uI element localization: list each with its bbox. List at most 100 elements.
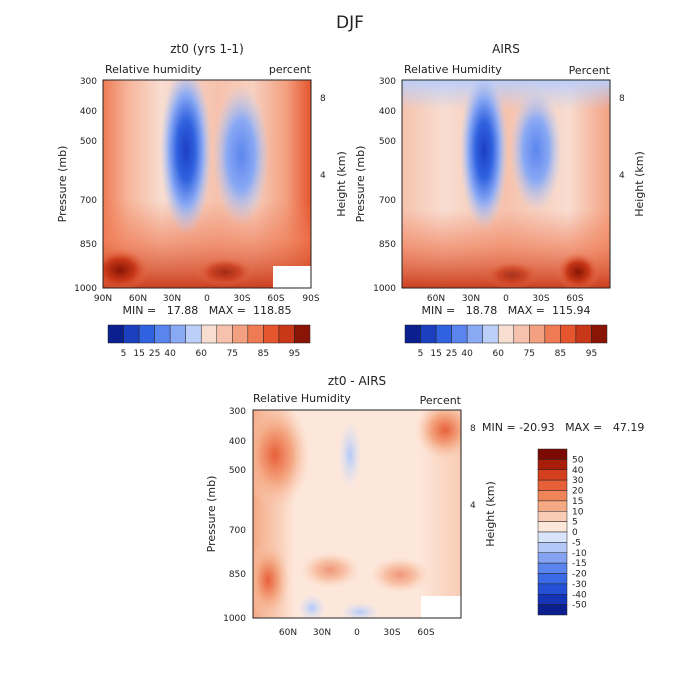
xtick: 60N — [279, 628, 297, 638]
panel-diff-xticks: 60N 30N 0 30S 60S — [279, 628, 435, 638]
colorbar-label: 50 — [572, 455, 584, 465]
ytick: 700 — [80, 196, 97, 206]
ytick: 300 — [379, 77, 396, 87]
panel-airs-frame — [401, 79, 611, 289]
colorbar-swatch — [537, 562, 568, 574]
colorbar-label: -50 — [572, 601, 587, 611]
rtick: 8 — [619, 94, 625, 104]
ytick: 1000 — [223, 614, 246, 624]
panel-model-rticks: 8 4 — [320, 94, 326, 181]
colorbar-label: -5 — [572, 538, 581, 548]
ytick: 850 — [80, 240, 97, 250]
colorbar-swatch — [537, 500, 568, 512]
panel-model-ylabel-right: Height (km) — [335, 151, 348, 217]
xtick: 30N — [313, 628, 331, 638]
colorbar-label: 60 — [196, 349, 208, 359]
colorbar-swatch — [482, 324, 499, 344]
xtick: 30S — [532, 294, 549, 304]
colorbar-label: -40 — [572, 590, 587, 600]
colorbar-label: 30 — [572, 476, 584, 486]
ytick: 700 — [379, 196, 396, 206]
colorbar-label: 20 — [572, 487, 584, 497]
panel-airs: AIRS Relative Humidity Percent Pressure … — [354, 42, 646, 359]
colorbar-label: -30 — [572, 580, 587, 590]
panel-airs-field — [402, 80, 610, 288]
xtick: 90N — [94, 294, 112, 304]
colorbar-swatch — [537, 531, 568, 543]
xtick: 90S — [302, 294, 319, 304]
panel-airs-xticks: 60N 30N 0 30S 60S — [427, 294, 584, 304]
ytick: 500 — [379, 137, 396, 147]
colorbar-swatch — [263, 324, 280, 344]
ytick: 1000 — [74, 284, 97, 294]
panel-diff-subtitle-right: Percent — [420, 394, 462, 407]
colorbar-swatch — [513, 324, 530, 344]
rtick: 4 — [619, 171, 625, 181]
rtick: 4 — [320, 171, 326, 181]
colorbar-swatch — [123, 324, 140, 344]
ytick: 500 — [229, 466, 246, 476]
ytick: 500 — [80, 137, 97, 147]
colorbar-swatch — [591, 324, 608, 344]
panel-diff-ylabel-right: Height (km) — [484, 481, 497, 547]
panel-airs-stats: MIN = 18.78 MAX = 115.94 — [422, 304, 591, 317]
colorbar-label: 75 — [227, 349, 238, 359]
colorbar-swatch — [107, 324, 124, 344]
panel-model-subtitle-right: percent — [269, 63, 312, 76]
panel-airs-title: AIRS — [492, 42, 520, 56]
colorbar-swatch — [537, 583, 568, 595]
ytick: 1000 — [373, 284, 396, 294]
panel-model-ylabel: Pressure (mb) — [56, 146, 69, 223]
colorbar-label: 40 — [461, 349, 473, 359]
panel-airs-ylabel-right: Height (km) — [633, 151, 646, 217]
colorbar-swatch — [278, 324, 295, 344]
xtick: 30N — [163, 294, 181, 304]
colorbar-swatch — [560, 324, 577, 344]
rtick: 8 — [320, 94, 326, 104]
colorbar-label: 5 — [418, 349, 424, 359]
colorbar-label: 95 — [586, 349, 597, 359]
xtick: 60S — [566, 294, 583, 304]
colorbar-label: 10 — [572, 507, 584, 517]
ytick: 300 — [229, 407, 246, 417]
panel-diff-ylabel: Pressure (mb) — [205, 476, 218, 553]
colorbar-swatch — [466, 324, 483, 344]
colorbar-swatch — [232, 324, 249, 344]
colorbar-label: 95 — [289, 349, 300, 359]
colorbar-label: 15 — [430, 349, 441, 359]
colorbar-swatch — [451, 324, 468, 344]
xtick: 60N — [427, 294, 445, 304]
colorbar-swatch — [537, 469, 568, 481]
panel-diff-title: zt0 - AIRS — [328, 374, 386, 388]
colorbar-swatch — [200, 324, 218, 344]
panel-model-stats: MIN = 17.88 MAX = 118.85 — [123, 304, 292, 317]
colorbar-label: 60 — [493, 349, 505, 359]
panel-diff-rticks: 8 4 — [470, 424, 476, 511]
panel-model: zt0 (yrs 1-1) Relative humidity percent … — [56, 42, 348, 359]
rtick: 4 — [470, 501, 476, 511]
panel-airs-colorbar: 5 15 25 40 60 75 85 95 — [404, 324, 608, 359]
colorbar-swatch — [247, 324, 264, 344]
ytick: 700 — [229, 526, 246, 536]
panel-model-yticks: 300 400 500 700 850 1000 — [74, 77, 97, 294]
colorbar-swatch — [435, 324, 452, 344]
panel-airs-subtitle-left: Relative Humidity — [404, 63, 502, 76]
panel-airs-subtitle-right: Percent — [569, 64, 611, 77]
panel-model-frame — [102, 79, 312, 289]
colorbar-swatch — [537, 542, 568, 553]
colorbar-label: 40 — [164, 349, 176, 359]
colorbar-swatch — [575, 324, 592, 344]
colorbar-swatch — [154, 324, 171, 344]
colorbar-label: 5 — [121, 349, 127, 359]
panel-model-xticks: 90N 60N 30N 0 30S 60S 90S — [94, 294, 320, 304]
ytick: 400 — [229, 437, 246, 447]
panel-diff-field — [253, 410, 461, 618]
colorbar-swatch — [537, 521, 568, 533]
xtick: 30S — [233, 294, 250, 304]
colorbar-swatch — [529, 324, 546, 344]
panel-model-colorbar: 5 15 25 40 60 75 85 95 — [107, 324, 311, 359]
colorbar-label: 15 — [572, 497, 583, 507]
xtick: 0 — [354, 628, 360, 638]
colorbar-label: 25 — [446, 349, 457, 359]
